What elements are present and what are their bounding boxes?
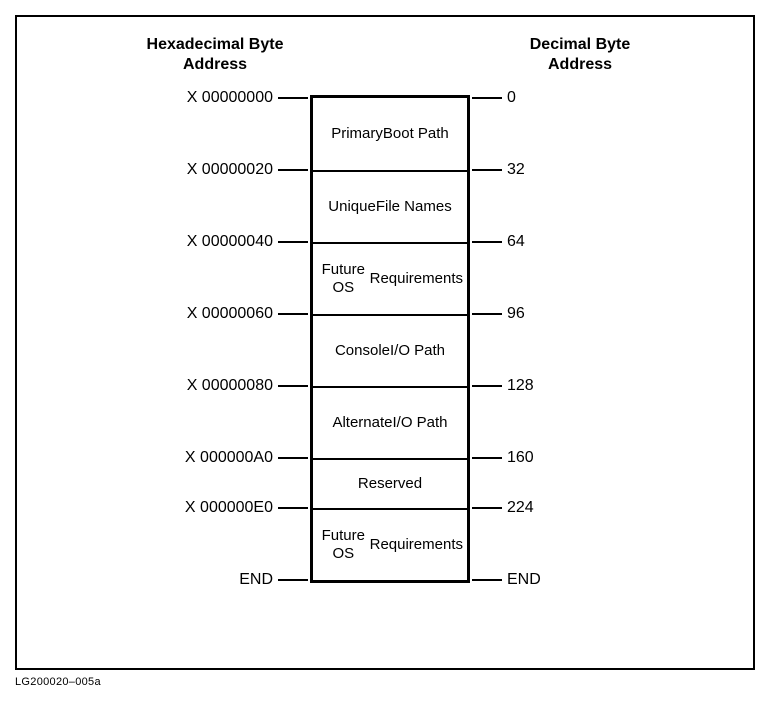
region-cell: Reserved xyxy=(313,458,467,508)
tick-left xyxy=(278,313,308,315)
region-label-line2: Boot Path xyxy=(383,125,449,143)
header-dec: Decimal Byte Address xyxy=(500,35,660,75)
dec-address: 160 xyxy=(507,449,534,467)
tick-right xyxy=(472,313,502,315)
tick-left xyxy=(278,97,308,99)
header-dec-line2: Address xyxy=(548,56,612,73)
hex-address: X 00000020 xyxy=(187,161,273,179)
region-label-line1: Future OS xyxy=(317,261,370,297)
tick-left xyxy=(278,457,308,459)
hex-address: X 00000040 xyxy=(187,233,273,251)
tick-right xyxy=(472,97,502,99)
region-label-line1: Reserved xyxy=(358,475,422,493)
figure-footnote: LG200020–005a xyxy=(15,676,101,688)
tick-right xyxy=(472,241,502,243)
tick-right xyxy=(472,579,502,581)
region-cell: AlternateI/O Path xyxy=(313,386,467,458)
tick-left xyxy=(278,579,308,581)
tick-right xyxy=(472,385,502,387)
header-dec-line1: Decimal Byte xyxy=(530,36,631,53)
hex-address: X 000000E0 xyxy=(185,499,273,517)
region-cell: PrimaryBoot Path xyxy=(313,98,467,170)
dec-address: 64 xyxy=(507,233,525,251)
hex-address: X 00000080 xyxy=(187,377,273,395)
end-label-left: END xyxy=(239,571,273,589)
tick-left xyxy=(278,241,308,243)
end-label-right: END xyxy=(507,571,541,589)
hex-address: X 00000000 xyxy=(187,89,273,107)
header-hex-line1: Hexadecimal Byte xyxy=(147,36,284,53)
dec-address: 0 xyxy=(507,89,516,107)
tick-right xyxy=(472,457,502,459)
region-cell: Future OSRequirements xyxy=(313,508,467,580)
dec-address: 96 xyxy=(507,305,525,323)
region-label-line1: Alternate xyxy=(332,414,392,432)
page: Hexadecimal Byte Address Decimal Byte Ad… xyxy=(0,0,770,703)
region-label-line2: File Names xyxy=(376,198,452,216)
tick-left xyxy=(278,507,308,509)
dec-address: 224 xyxy=(507,499,534,517)
tick-left xyxy=(278,169,308,171)
region-cell: ConsoleI/O Path xyxy=(313,314,467,386)
region-label-line2: I/O Path xyxy=(390,342,445,360)
dec-address: 128 xyxy=(507,377,534,395)
region-label-line1: Primary xyxy=(331,125,383,143)
region-label-line1: Console xyxy=(335,342,390,360)
hex-address: X 000000A0 xyxy=(185,449,273,467)
region-label-line1: Unique xyxy=(328,198,376,216)
header-hex-line2: Address xyxy=(183,56,247,73)
tick-right xyxy=(472,507,502,509)
dec-address: 32 xyxy=(507,161,525,179)
header-hex: Hexadecimal Byte Address xyxy=(120,35,310,75)
region-label-line2: Requirements xyxy=(370,536,463,554)
region-cell: UniqueFile Names xyxy=(313,170,467,242)
memory-map: X 000000000PrimaryBoot PathX 0000002032U… xyxy=(310,95,470,583)
region-label-line1: Future OS xyxy=(317,527,370,563)
tick-left xyxy=(278,385,308,387)
region-label-line2: I/O Path xyxy=(393,414,448,432)
region-label-line2: Requirements xyxy=(370,270,463,288)
tick-right xyxy=(472,169,502,171)
hex-address: X 00000060 xyxy=(187,305,273,323)
region-cell: Future OSRequirements xyxy=(313,242,467,314)
